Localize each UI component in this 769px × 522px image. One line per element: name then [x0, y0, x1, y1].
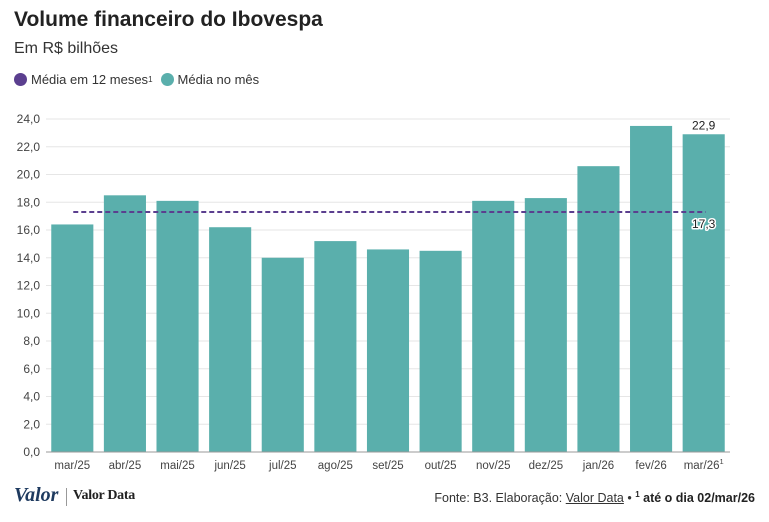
y-tick-label: 2,0: [23, 417, 40, 431]
source-footnote-marker: 1: [635, 490, 640, 499]
x-tick-label: abr/25: [109, 460, 142, 472]
bar-fev-26[interactable]: [630, 125, 673, 452]
source-note: Fonte: B3. Elaboração: Valor Data • 1 at…: [434, 490, 755, 505]
x-tick-label: jul/25: [268, 460, 297, 472]
logo-divider: [66, 488, 67, 506]
y-axis: 0,0 2,0 4,0 6,0 8,0 10,0 12,0 14,0 16,0 18,0 20,0 2…: [17, 112, 41, 459]
x-axis: mar/25 abr/25 mai/25 jun/25 jul/25 ago/25 set/…: [46, 451, 730, 472]
x-tick-label: jun/25: [213, 460, 245, 472]
bar-nov-25[interactable]: [472, 200, 515, 452]
x-tick-label: dez/25: [529, 460, 564, 472]
footer: Valor Valor Data Fonte: B3. Elaboração: …: [0, 482, 769, 512]
bar-mar-25[interactable]: [51, 224, 94, 452]
y-tick-label: 20,0: [17, 168, 41, 182]
x-tick-label: ago/25: [318, 460, 353, 472]
x-tick-label: nov/25: [476, 460, 511, 472]
bar-out-25[interactable]: [419, 250, 462, 452]
legend-item-month-avg[interactable]: Média no mês: [160, 72, 260, 87]
y-tick-label: 16,0: [17, 223, 41, 237]
y-tick-label: 24,0: [17, 112, 41, 126]
y-tick-label: 14,0: [17, 251, 41, 265]
avg-line-label-halo: 17,3: [692, 217, 716, 231]
y-tick-label: 0,0: [23, 445, 40, 459]
source-prefix: Fonte: B3. Elaboração:: [434, 491, 566, 506]
source-link[interactable]: Valor Data: [565, 491, 624, 506]
bar-chart: 0,0 2,0 4,0 6,0 8,0 10,0 12,0 14,0 16,0 18,0 20,0 2…: [17, 112, 730, 472]
legend-item-avg-12-months[interactable]: Média em 12 meses 1: [14, 72, 153, 87]
y-tick-label: 6,0: [23, 362, 40, 376]
valor-logo: Valor: [14, 484, 59, 506]
valor-data-logo: Valor Data: [73, 488, 135, 503]
last-bar-data-label: 22,9: [692, 118, 716, 132]
x-tick-label: mar/261: [684, 457, 724, 472]
x-tick-label: set/25: [372, 460, 403, 472]
chart-subtitle: Em R$ bilhões: [14, 40, 119, 57]
y-tick-label: 18,0: [17, 195, 41, 209]
bar-jun-25[interactable]: [209, 227, 252, 452]
bar-jan-26[interactable]: [577, 166, 620, 453]
bar-jul-25[interactable]: [261, 257, 304, 452]
x-tick-label: out/25: [425, 460, 457, 472]
chart-title: Volume financeiro do Ibovespa: [14, 8, 323, 31]
legend-footnote-marker: 1: [148, 75, 153, 84]
legend-label-avg-12-months: Média em 12 meses: [31, 72, 149, 87]
legend-swatch-month-avg: [160, 73, 174, 86]
legend-label-month-avg: Média no mês: [177, 72, 260, 87]
source-bullet: •: [623, 491, 636, 506]
bars: [51, 125, 725, 453]
y-tick-label: 12,0: [17, 279, 41, 293]
chart-legend: Média em 12 meses 1 Média no mês: [14, 72, 267, 87]
avg-line-data-label: 17,3: [692, 217, 716, 231]
y-tick-label: 8,0: [23, 334, 40, 348]
avg-line-layer: 22,917,317,3: [73, 118, 717, 232]
source-footnote-text: até o dia 02/mar/26: [639, 491, 755, 506]
bar-dez-25[interactable]: [524, 198, 567, 452]
bar-set-25[interactable]: [366, 249, 410, 452]
y-tick-label: 10,0: [17, 306, 41, 320]
legend-swatch-avg-12-months: [14, 73, 27, 86]
bar-ago-25[interactable]: [314, 241, 357, 452]
x-tick-label: mar/25: [54, 460, 90, 472]
bar-abr-25[interactable]: [103, 195, 146, 452]
y-tick-label: 22,0: [17, 140, 41, 154]
x-tick-label: fev/26: [635, 460, 666, 472]
x-tick-label: mai/25: [160, 460, 195, 472]
bar-mai-25[interactable]: [156, 200, 199, 452]
bar-mar-26[interactable]: [682, 134, 725, 452]
y-tick-label: 4,0: [23, 390, 40, 404]
x-tick-label: jan/26: [582, 460, 614, 472]
